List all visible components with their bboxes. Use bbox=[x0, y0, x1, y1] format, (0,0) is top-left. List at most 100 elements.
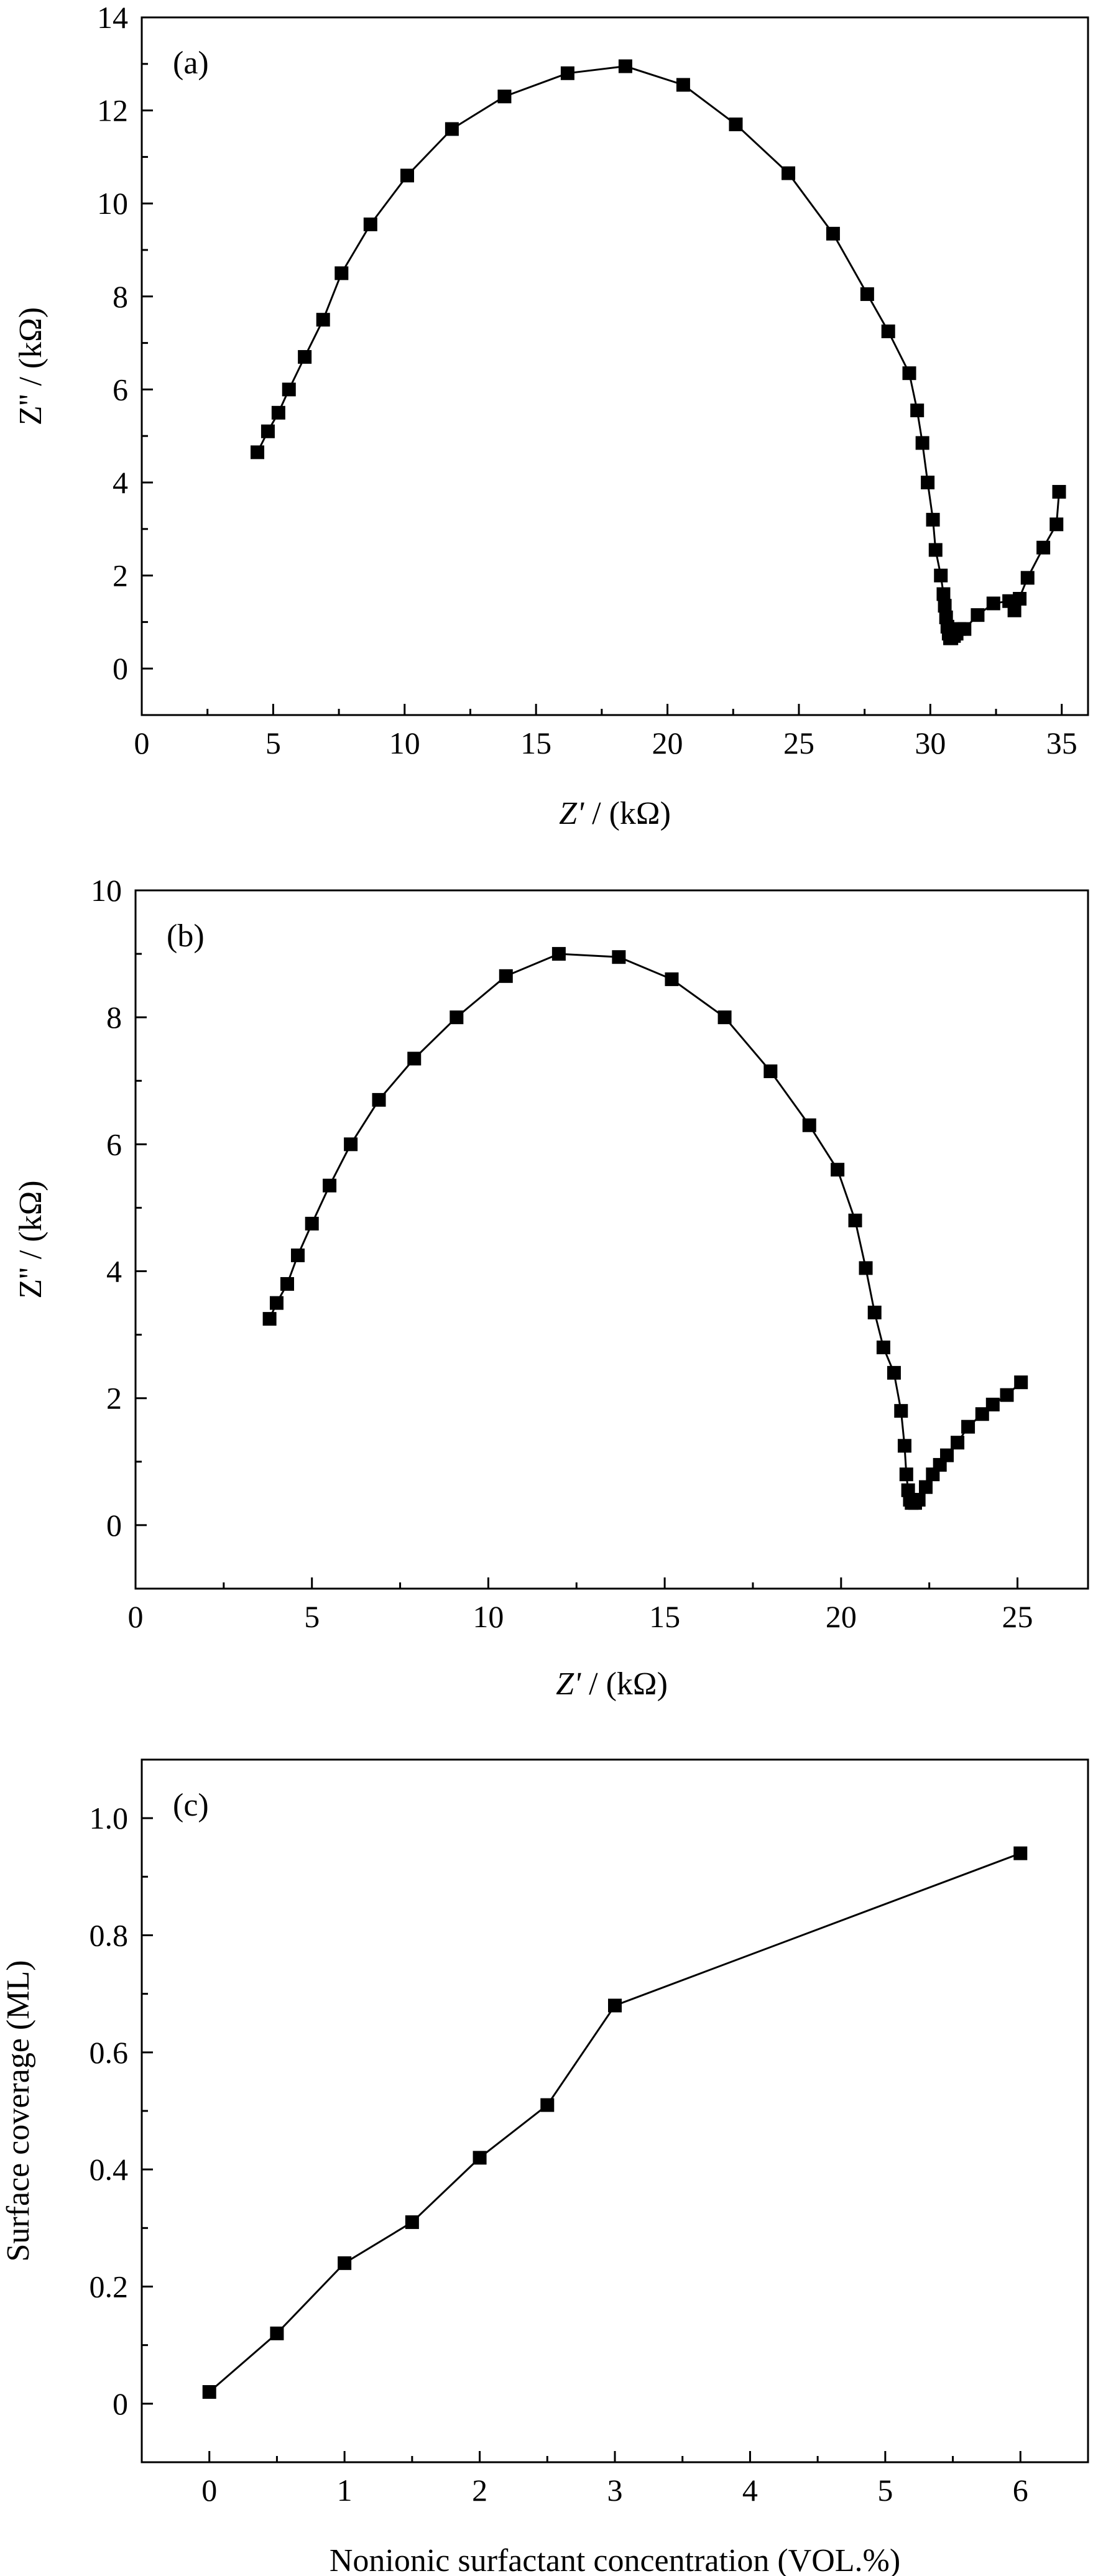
x-tick-label: 3 bbox=[607, 2473, 623, 2508]
x-tick-label: 0 bbox=[201, 2473, 217, 2508]
data-point bbox=[1052, 484, 1066, 499]
data-point bbox=[1036, 540, 1051, 555]
y-tick-label: 6 bbox=[113, 372, 128, 407]
data-point bbox=[1049, 517, 1064, 532]
y-tick-label: 0 bbox=[106, 1508, 122, 1543]
data-point bbox=[867, 1305, 882, 1319]
data-point bbox=[618, 59, 632, 73]
panel-label: (a) bbox=[173, 45, 209, 81]
y-tick-label: 0.6 bbox=[90, 2035, 129, 2070]
y-tick-label: 4 bbox=[106, 1254, 122, 1289]
data-point bbox=[763, 1064, 778, 1078]
data-point bbox=[540, 2098, 555, 2112]
data-point bbox=[717, 1010, 732, 1025]
data-point bbox=[261, 424, 275, 438]
data-point bbox=[971, 608, 985, 622]
plot-frame bbox=[141, 16, 1089, 716]
data-point bbox=[1013, 592, 1027, 606]
data-point bbox=[876, 1341, 890, 1355]
data-point bbox=[445, 122, 459, 136]
data-point bbox=[887, 1365, 901, 1380]
series-line bbox=[269, 953, 1022, 1504]
data-point bbox=[305, 1216, 319, 1230]
x-tick-label: 6 bbox=[1013, 2473, 1028, 2508]
data-point bbox=[344, 1137, 358, 1152]
data-point bbox=[936, 587, 951, 601]
series-line bbox=[256, 65, 1060, 640]
y-tick-label: 10 bbox=[97, 186, 128, 221]
y-tick-label: 10 bbox=[91, 873, 122, 908]
data-point bbox=[1000, 1388, 1014, 1402]
y-tick-label: 8 bbox=[113, 279, 128, 314]
x-axis-title-unit: / (kΩ) bbox=[581, 1666, 668, 1702]
x-axis-title: Z' / (kΩ) bbox=[559, 796, 671, 831]
x-axis-title-symbol: Z' bbox=[556, 1666, 581, 1702]
x-tick-label: 10 bbox=[389, 726, 420, 760]
x-tick-label: 30 bbox=[915, 726, 946, 760]
chart-panel-a: 0 5 10 15 20 25 30 35 0 2 4 6 8 10 12 14 (a) Z' / (kΩ) Z''… bbox=[13, 0, 1089, 831]
data-point bbox=[363, 217, 377, 231]
data-point bbox=[282, 382, 296, 397]
x-axis-title-unit: / (kΩ) bbox=[584, 796, 671, 831]
data-point bbox=[881, 324, 895, 338]
y-tick-label: 8 bbox=[106, 1000, 122, 1035]
chart-panel-b: 0 5 10 15 20 25 0 2 4 6 8 10 (b) Z' / (kΩ) Z'' / (kΩ) bbox=[13, 873, 1089, 1702]
data-point bbox=[202, 2385, 216, 2399]
data-point bbox=[316, 313, 330, 327]
data-point bbox=[985, 1397, 1000, 1411]
data-point bbox=[560, 66, 574, 80]
data-point bbox=[251, 445, 265, 459]
y-tick-label: 2 bbox=[106, 1381, 122, 1416]
data-point bbox=[910, 404, 925, 418]
plot-frame bbox=[141, 1758, 1089, 2463]
y-axis-title: Z'' / (kΩ) bbox=[13, 1180, 48, 1298]
x-tick-label: 5 bbox=[265, 726, 281, 760]
data-point bbox=[782, 166, 796, 180]
data-point bbox=[262, 1312, 277, 1326]
data-point bbox=[499, 969, 513, 983]
data-point bbox=[826, 226, 840, 241]
x-tick-label: 2 bbox=[472, 2473, 487, 2508]
data-point bbox=[926, 512, 940, 527]
x-tick-label: 15 bbox=[649, 1599, 680, 1634]
data-point bbox=[928, 543, 943, 557]
data-point bbox=[291, 1249, 305, 1263]
panel-label: (c) bbox=[173, 1788, 209, 1823]
data-point bbox=[911, 1493, 926, 1507]
x-axis-title: Z' / (kΩ) bbox=[556, 1666, 668, 1702]
panel-label: (b) bbox=[167, 918, 205, 954]
data-point bbox=[860, 287, 874, 302]
y-axis-title: Z'' / (kΩ) bbox=[13, 307, 48, 425]
x-tick-label: 5 bbox=[877, 2473, 893, 2508]
data-point bbox=[894, 1404, 908, 1418]
series-line bbox=[208, 1852, 1021, 2393]
plot-frame bbox=[134, 889, 1089, 1590]
data-point bbox=[676, 78, 690, 92]
y-tick-label: 0.8 bbox=[90, 1918, 129, 1953]
y-tick-label: 2 bbox=[113, 558, 128, 593]
data-point bbox=[405, 2215, 419, 2229]
data-point bbox=[450, 1010, 464, 1025]
x-tick-label: 10 bbox=[473, 1599, 504, 1634]
y-tick-label: 1.0 bbox=[90, 1801, 129, 1835]
data-point bbox=[334, 266, 349, 280]
data-point bbox=[938, 599, 952, 613]
data-point bbox=[612, 950, 626, 964]
data-point bbox=[323, 1178, 337, 1193]
data-point bbox=[298, 350, 312, 364]
data-point bbox=[899, 1467, 913, 1482]
data-point bbox=[918, 1480, 933, 1494]
data-point bbox=[1020, 571, 1035, 585]
data-point bbox=[1013, 1846, 1028, 1860]
data-point bbox=[269, 1296, 284, 1310]
data-point bbox=[729, 118, 743, 132]
y-tick-label: 0.2 bbox=[90, 2269, 129, 2304]
x-axis-title-symbol: Z' bbox=[559, 796, 584, 831]
data-point bbox=[1014, 1375, 1028, 1390]
data-point bbox=[372, 1092, 386, 1107]
x-tick-label: 20 bbox=[652, 726, 683, 760]
data-point bbox=[802, 1118, 816, 1132]
data-point bbox=[1007, 603, 1022, 617]
data-point bbox=[407, 1051, 422, 1066]
